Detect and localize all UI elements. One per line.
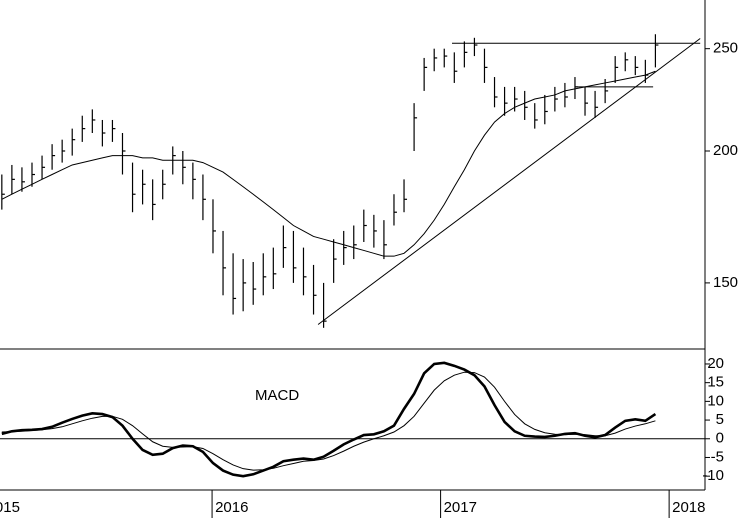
y-tick-label: -10 xyxy=(702,467,724,484)
moving-average xyxy=(1,70,656,257)
y-tick-label: 0 xyxy=(716,430,724,447)
y-tick-label: 10 xyxy=(707,392,724,409)
y-tick-label: 15 xyxy=(707,374,724,391)
x-tick-label: 2018 xyxy=(672,499,705,516)
y-tick-label: 200 xyxy=(713,142,738,159)
y-tick-label: 20 xyxy=(707,355,724,372)
y-tick-label: 5 xyxy=(716,411,724,428)
y-tick-label: 150 xyxy=(713,274,738,291)
x-tick-label: 2016 xyxy=(215,499,248,516)
trend-line xyxy=(317,38,701,325)
x-tick-label: 2017 xyxy=(444,499,477,516)
macd-label: MACD xyxy=(255,387,299,404)
y-tick-label: 250 xyxy=(713,40,738,57)
signal-line xyxy=(1,371,656,471)
macd-line xyxy=(1,361,657,478)
y-tick-label: -5 xyxy=(711,448,724,465)
